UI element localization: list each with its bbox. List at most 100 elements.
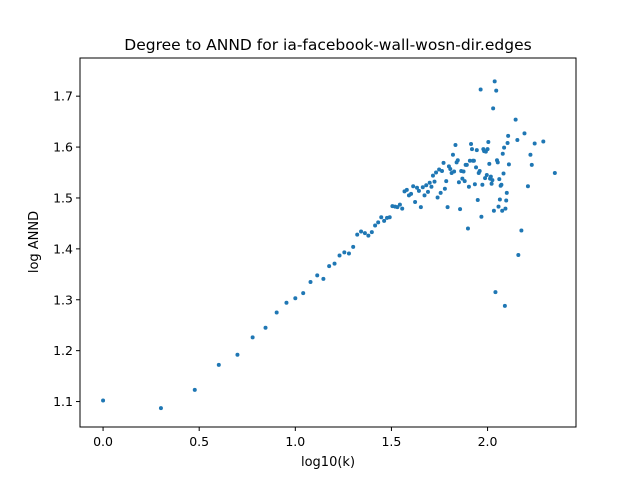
data-point xyxy=(475,198,480,202)
data-point xyxy=(376,220,381,225)
data-point xyxy=(461,169,466,174)
data-point xyxy=(400,206,405,211)
y-axis-label: log ANND xyxy=(27,211,42,273)
data-point xyxy=(487,161,492,166)
data-point xyxy=(250,335,255,340)
data-point xyxy=(489,181,494,186)
data-point xyxy=(458,207,463,212)
data-point xyxy=(444,179,449,184)
data-point xyxy=(541,139,546,144)
data-point xyxy=(452,169,457,174)
data-point xyxy=(478,87,483,92)
data-point xyxy=(429,184,434,189)
data-point xyxy=(484,173,489,178)
data-point xyxy=(516,252,521,257)
data-point xyxy=(519,228,524,233)
data-point xyxy=(413,200,418,205)
data-point xyxy=(301,291,306,296)
data-point xyxy=(483,176,488,181)
data-point xyxy=(471,158,476,163)
data-point xyxy=(506,133,511,138)
data-point xyxy=(315,273,320,278)
data-point xyxy=(351,244,356,249)
x-tick-label: 2.0 xyxy=(478,434,498,449)
data-point xyxy=(395,205,400,210)
data-point xyxy=(435,195,440,200)
x-axis-label: log10(k) xyxy=(301,455,355,470)
data-point xyxy=(337,253,342,258)
y-tick-label: 1.1 xyxy=(53,394,73,409)
data-point xyxy=(359,229,364,234)
data-point xyxy=(416,188,421,193)
x-tick-label: 1.0 xyxy=(285,434,305,449)
chart-title: Degree to ANND for ia-facebook-wall-wosn… xyxy=(124,36,531,54)
data-point xyxy=(500,208,505,213)
data-point xyxy=(453,143,458,148)
x-tick-label: 1.5 xyxy=(381,434,401,449)
x-tick-label: 0.0 xyxy=(93,434,113,449)
data-point xyxy=(327,264,332,269)
data-point xyxy=(469,147,474,152)
data-point xyxy=(494,88,499,93)
data-point xyxy=(532,141,537,146)
data-point xyxy=(455,158,460,163)
data-point xyxy=(382,218,387,223)
data-point xyxy=(346,251,351,256)
data-point xyxy=(493,290,498,295)
data-point xyxy=(529,162,534,167)
data-point xyxy=(409,191,414,196)
data-point xyxy=(497,177,502,182)
data-point xyxy=(434,170,439,175)
data-point xyxy=(216,362,221,367)
data-point xyxy=(462,179,467,184)
data-point xyxy=(263,325,268,330)
data-point xyxy=(552,171,557,176)
y-tick-label: 1.6 xyxy=(53,140,73,155)
data-point xyxy=(373,223,378,228)
data-point xyxy=(467,158,472,163)
data-point xyxy=(441,160,446,165)
data-point xyxy=(522,131,527,136)
data-point xyxy=(477,168,482,173)
y-tick-label: 1.7 xyxy=(53,89,73,104)
data-point xyxy=(495,160,500,165)
data-point xyxy=(465,226,470,231)
data-point xyxy=(488,174,493,179)
data-point xyxy=(342,250,347,255)
data-point xyxy=(466,184,471,189)
data-point xyxy=(505,141,510,145)
data-point xyxy=(308,279,313,284)
x-tick-label: 0.5 xyxy=(189,434,209,449)
data-point xyxy=(496,204,501,209)
data-point xyxy=(456,180,461,185)
data-point xyxy=(464,162,469,167)
plot-area-frame xyxy=(79,57,577,428)
data-point xyxy=(486,139,491,144)
data-points xyxy=(101,79,557,411)
data-point xyxy=(497,197,502,202)
data-point xyxy=(492,79,497,84)
data-point xyxy=(422,193,427,198)
data-point xyxy=(418,205,423,210)
data-point xyxy=(158,406,163,411)
y-tick-label: 1.2 xyxy=(53,343,73,358)
data-point xyxy=(506,162,511,167)
data-point xyxy=(332,261,337,266)
data-point xyxy=(479,214,484,219)
data-point xyxy=(284,300,289,305)
data-point xyxy=(415,185,420,190)
data-point xyxy=(491,106,496,111)
data-point xyxy=(515,137,520,142)
data-point xyxy=(474,165,479,170)
data-point xyxy=(502,303,507,308)
data-point xyxy=(430,173,435,178)
data-point xyxy=(499,182,504,187)
data-point xyxy=(469,142,474,147)
data-point xyxy=(438,190,443,195)
data-point xyxy=(448,166,453,171)
data-point xyxy=(424,183,429,188)
data-point xyxy=(485,147,490,152)
data-point xyxy=(101,398,106,403)
data-point xyxy=(504,190,509,195)
